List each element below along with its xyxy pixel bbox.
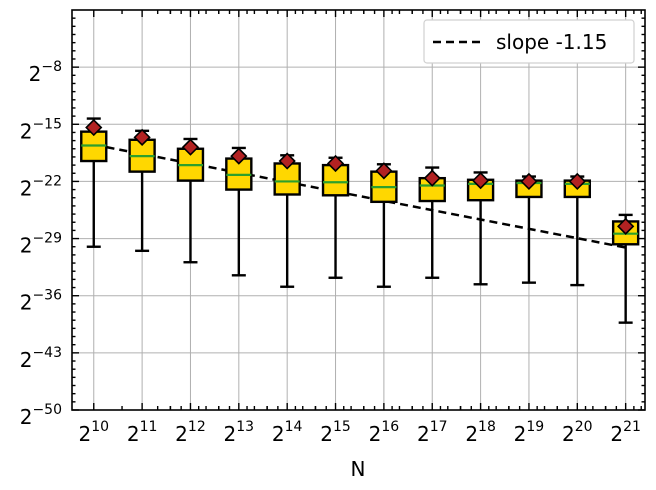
- y-tick-label: 2−36: [20, 288, 62, 315]
- mean-marker: [375, 162, 393, 180]
- tick-label-base: 2: [78, 422, 91, 446]
- x-tick-label: 214: [272, 419, 303, 446]
- x-axis-label: N: [351, 457, 366, 481]
- tick-label-exponent: −29: [32, 231, 62, 247]
- tick-label-exponent: 12: [188, 419, 206, 435]
- tick-label-exponent: −36: [32, 288, 62, 304]
- legend-fit-line-label: slope -1.15: [496, 30, 607, 54]
- grid: [72, 10, 645, 411]
- legend-frame: [423, 19, 635, 64]
- tick-label-base: 2: [127, 422, 140, 446]
- x-tick-label: 211: [127, 419, 158, 446]
- plot-frame: [71, 9, 646, 411]
- box-plot: [370, 162, 398, 288]
- box-plot: [80, 117, 108, 248]
- axes: [71, 9, 646, 411]
- tick-label-exponent: 17: [430, 419, 448, 435]
- mean-marker: [278, 152, 296, 170]
- mean-marker: [568, 172, 586, 191]
- tick-label-base: 2: [320, 422, 333, 446]
- mean-marker: [471, 171, 490, 190]
- y-tick-label: 2−15: [20, 116, 62, 143]
- mean-marker: [133, 128, 151, 146]
- box-plot: [225, 146, 253, 277]
- y-tick-label: 2−22: [20, 173, 62, 200]
- tick-label-exponent: 11: [140, 419, 158, 435]
- tick-label-exponent: 20: [575, 419, 593, 435]
- x-tick-label: 213: [224, 419, 255, 446]
- mean-marker: [181, 138, 200, 156]
- tick-label-exponent: 10: [91, 419, 109, 435]
- tick-label-base: 2: [610, 422, 623, 446]
- tick-label-exponent: 13: [236, 419, 254, 435]
- box-plot: [128, 128, 156, 253]
- y-tick-labels: 2−82−152−222−292−362−432−50: [20, 59, 62, 429]
- box-plot: [418, 166, 446, 279]
- x-tick-label: 219: [514, 419, 545, 446]
- tick-label-base: 2: [20, 405, 33, 429]
- x-tick-label: 215: [320, 419, 351, 446]
- mean-marker: [230, 147, 248, 165]
- mean-marker: [617, 217, 635, 235]
- mean-marker: [520, 172, 538, 191]
- tick-label-base: 2: [20, 176, 33, 200]
- y-tick-label: 2−8: [29, 59, 62, 86]
- x-tick-label: 216: [369, 419, 400, 446]
- box-plot: [611, 213, 640, 324]
- box-plot: [176, 137, 205, 264]
- tick-label-base: 2: [562, 422, 575, 446]
- tick-label-exponent: 18: [478, 419, 496, 435]
- tick-label-exponent: 19: [526, 419, 544, 435]
- tick-label-exponent: 15: [333, 419, 351, 435]
- x-tick-labels: 210 211 212 213 214 215 216 217 218 219 220 221: [78, 419, 640, 446]
- tick-label-exponent: −8: [41, 59, 62, 75]
- box-plot: [321, 154, 350, 279]
- x-tick-label: 218: [465, 419, 496, 446]
- y-tick-label: 2−29: [20, 231, 62, 258]
- mean-marker: [326, 154, 345, 173]
- box-plot: [273, 152, 301, 288]
- tick-label-base: 2: [465, 422, 478, 446]
- tick-label-exponent: −50: [32, 402, 62, 418]
- tick-label-base: 2: [175, 422, 188, 446]
- tick-label-base: 2: [29, 62, 42, 86]
- box-plot: [466, 171, 495, 286]
- mean-marker: [85, 118, 103, 137]
- y-tick-label: 2−50: [20, 402, 62, 429]
- x-tick-label: 217: [417, 419, 448, 446]
- tick-label-base: 2: [224, 422, 237, 446]
- tick-label-exponent: −43: [32, 345, 62, 361]
- tick-label-exponent: 16: [381, 419, 399, 435]
- tick-label-base: 2: [20, 348, 33, 372]
- tick-label-exponent: 14: [285, 419, 303, 435]
- tick-label-exponent: 21: [623, 419, 641, 435]
- tick-label-base: 2: [514, 422, 527, 446]
- mean-marker: [423, 169, 441, 187]
- box-plot: [563, 172, 592, 287]
- tick-label-base: 2: [20, 291, 33, 315]
- tick-label-base: 2: [369, 422, 382, 446]
- tick-label-exponent: −22: [32, 173, 62, 189]
- tick-label-base: 2: [20, 234, 33, 258]
- tick-label-base: 2: [20, 119, 33, 143]
- box-plots: [80, 117, 640, 324]
- tick-label-base: 2: [272, 422, 285, 446]
- y-tick-label: 2−43: [20, 345, 62, 372]
- box-plot: [515, 172, 543, 284]
- tick-label-exponent: −15: [32, 116, 62, 132]
- x-tick-label: 221: [610, 419, 641, 446]
- x-tick-label: 220: [562, 419, 593, 446]
- x-tick-label: 210: [78, 419, 109, 446]
- tick-label-base: 2: [417, 422, 430, 446]
- legend: slope -1.15: [423, 19, 635, 64]
- x-tick-label: 212: [175, 419, 206, 446]
